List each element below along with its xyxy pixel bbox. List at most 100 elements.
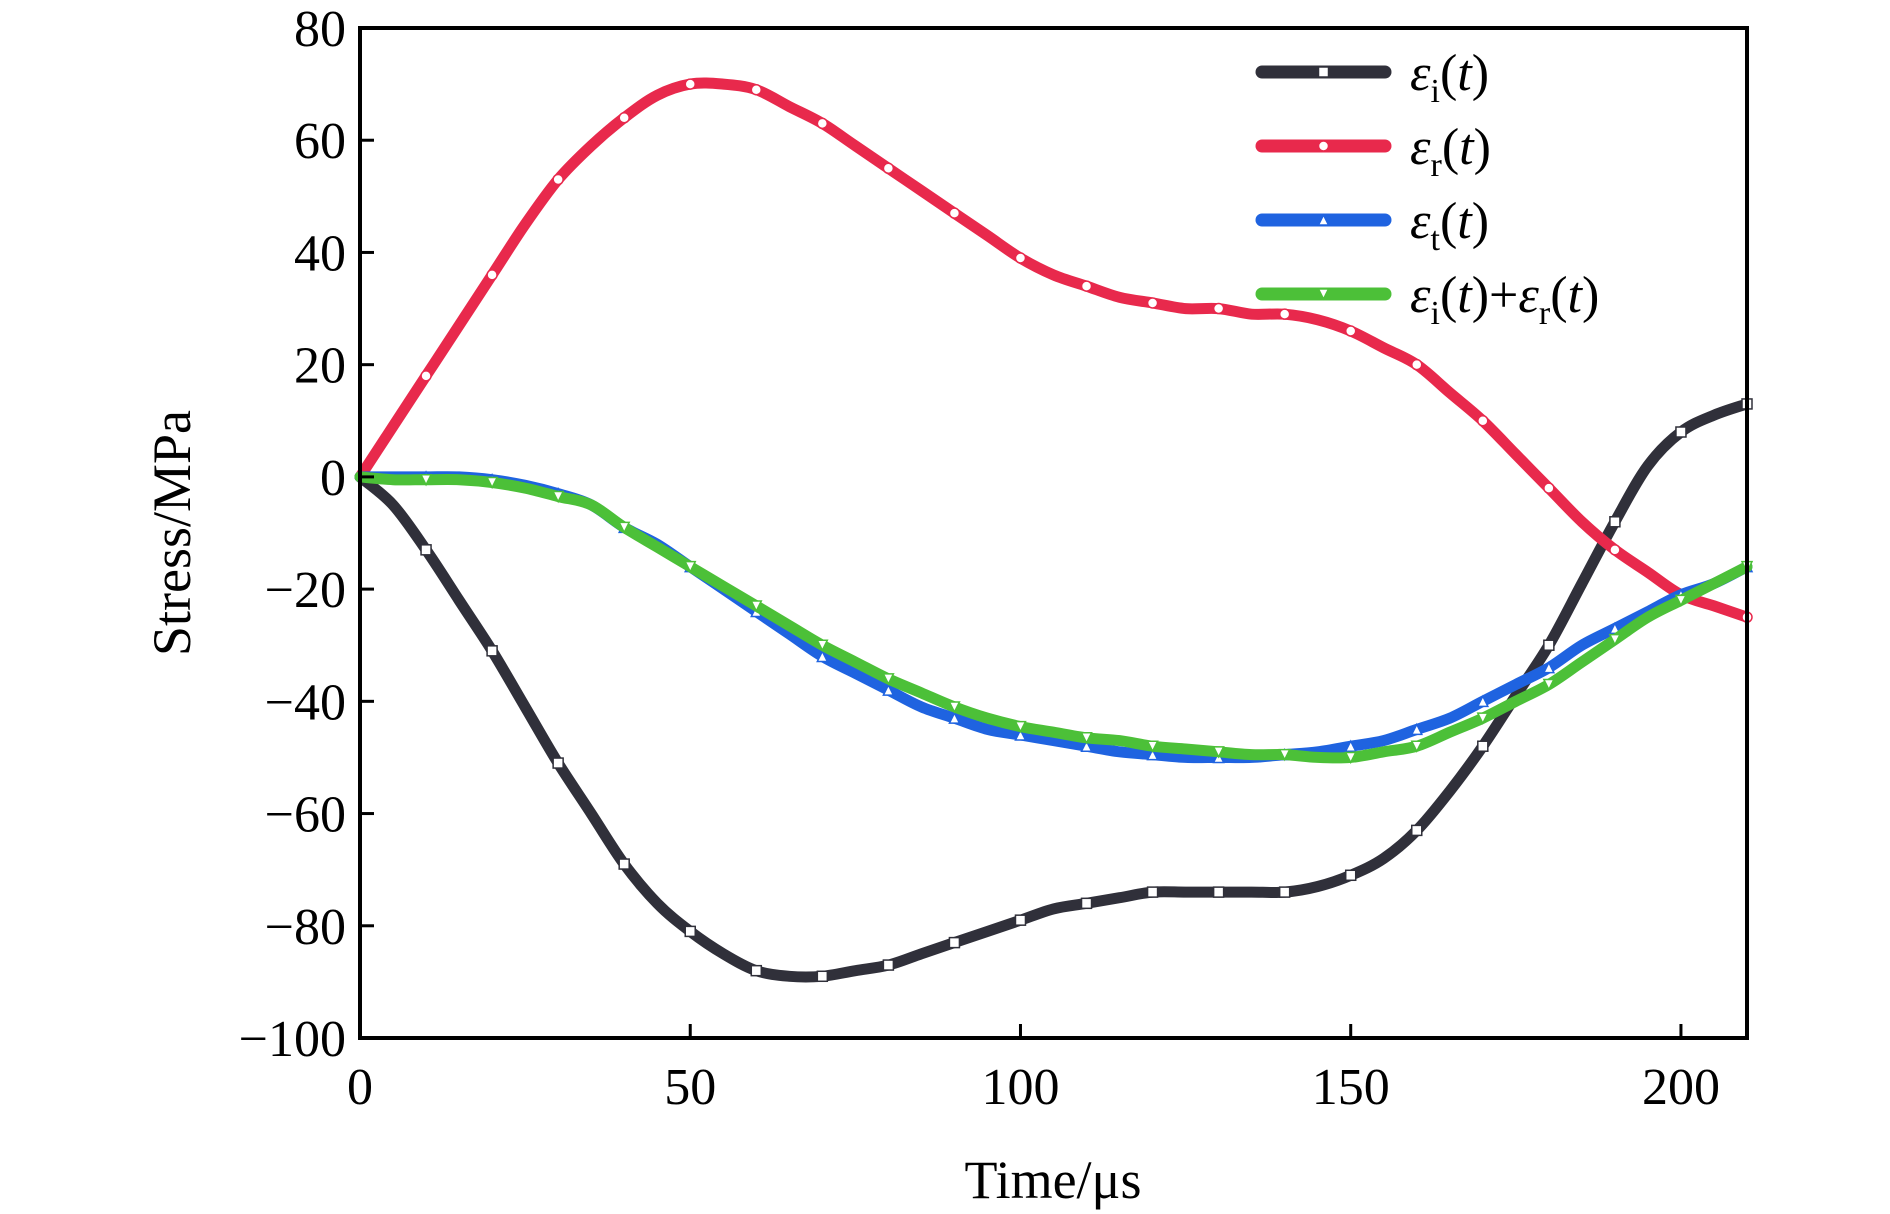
series-point-et: [1476, 694, 1490, 708]
legend-label-et: εt​(t): [1410, 193, 1489, 258]
series-point-er: [1212, 302, 1225, 315]
series-point-er: [1477, 415, 1489, 427]
series-point-sum: [1608, 633, 1622, 647]
series-point-sum: [1410, 740, 1423, 753]
x-tick-label: 50: [664, 1059, 716, 1116]
series-point-er: [816, 117, 829, 130]
series-line-sum: [354, 471, 1753, 764]
series-point-er: [1080, 280, 1093, 292]
series-point-sum: [882, 673, 895, 686]
series-point-er: [882, 162, 895, 175]
series-point-er: [618, 112, 630, 124]
series-point-ei: [1411, 824, 1423, 837]
series-point-ei: [1278, 886, 1291, 898]
legend-marker-er: [1317, 140, 1330, 152]
x-tick-label: 0: [347, 1059, 373, 1116]
series-point-sum: [1278, 748, 1291, 762]
legend-marker-ei: [1317, 66, 1330, 78]
series-point-er: [1543, 482, 1555, 494]
legend-label-er: εr​(t): [1410, 119, 1491, 184]
series-point-er: [1411, 358, 1423, 371]
series-point-er: [552, 173, 564, 186]
series-point-er: [1344, 325, 1357, 337]
series-point-sum: [617, 521, 631, 535]
series-point-er: [1278, 308, 1291, 320]
series-point-er: [1014, 252, 1027, 264]
series-point-et: [1014, 728, 1027, 741]
series-point-sum: [948, 701, 961, 714]
series-point-ei: [1344, 869, 1357, 882]
series-point-sum: [1146, 740, 1159, 753]
series-point-et: [1080, 739, 1093, 752]
series-point-ei: [1212, 886, 1225, 898]
series-point-et: [816, 649, 829, 663]
x-axis: 0 50 100 150 200: [347, 1024, 1720, 1116]
y-tick-label: 0: [320, 450, 346, 507]
series-point-ei: [1014, 914, 1027, 926]
y-tick-label: −20: [265, 562, 346, 619]
series-point-ei: [486, 645, 498, 657]
x-tick-label: 150: [1312, 1059, 1390, 1116]
series-point-er: [1609, 544, 1621, 556]
series-point-ei: [1675, 426, 1687, 438]
y-axis: 80 60 40 20 0 −20 −40 −60 −80 −100: [239, 1, 374, 1068]
legend-marker-et: [1317, 213, 1330, 226]
series-point-et: [1146, 747, 1159, 761]
series-point-er: [948, 207, 961, 219]
series-point-ei: [1146, 886, 1159, 898]
series-point-sum: [485, 476, 499, 490]
series-point-ei: [1080, 897, 1093, 910]
series-point-sum: [1212, 746, 1225, 759]
y-tick-label: 80: [294, 1, 346, 58]
series-point-ei: [1477, 740, 1489, 752]
series-point-er: [750, 83, 763, 96]
series-point-er: [420, 370, 432, 382]
x-tick-label: 200: [1642, 1059, 1720, 1116]
y-tick-label: −100: [239, 1011, 346, 1068]
series-point-sum: [1674, 594, 1688, 608]
series-point-sum: [750, 600, 763, 613]
y-tick-label: −40: [265, 674, 346, 731]
series-layer: [354, 77, 1754, 983]
y-axis-title: Stress/MPa: [142, 410, 202, 656]
series-point-sum: [684, 560, 697, 574]
y-tick-label: 20: [294, 338, 346, 395]
series-line-er: [354, 77, 1753, 623]
series-point-ei: [816, 970, 829, 983]
series-point-er: [1146, 297, 1159, 309]
series-point-ei: [684, 925, 696, 938]
series-point-ei: [948, 936, 961, 949]
x-axis-title: Time/μs: [964, 1150, 1141, 1210]
series-point-et: [1344, 739, 1357, 752]
series-line-ei: [354, 398, 1753, 983]
series-point-et: [882, 683, 895, 696]
x-tick-label: 100: [981, 1059, 1059, 1116]
y-tick-label: 60: [294, 113, 346, 170]
y-tick-label: 40: [294, 225, 346, 282]
series-point-ei: [420, 544, 432, 556]
series-point-ei: [552, 757, 564, 769]
y-tick-label: −80: [265, 899, 346, 956]
series-point-et: [1410, 722, 1423, 736]
series-point-sum: [1080, 732, 1093, 745]
series-point-et: [1542, 660, 1556, 674]
series-point-ei: [750, 964, 763, 977]
legend-marker-sum: [1317, 288, 1330, 301]
series-point-er: [486, 269, 498, 281]
series-point-er: [684, 78, 696, 90]
series-point-ei: [1543, 639, 1555, 651]
plot-frame: [358, 26, 1749, 1040]
y-tick-label: −60: [265, 787, 346, 844]
legend-label-sum: εi​(t)+εr​(t): [1410, 267, 1599, 332]
series-point-ei: [1609, 516, 1621, 528]
series-point-et: [948, 711, 961, 724]
series-point-sum: [1014, 720, 1027, 734]
series-point-ei: [618, 858, 630, 870]
series-point-sum: [1476, 712, 1490, 725]
series-point-sum: [419, 473, 433, 487]
series-point-ei: [882, 959, 895, 971]
series-point-sum: [1542, 678, 1556, 692]
series-point-sum: [551, 490, 565, 504]
series-point-sum: [816, 639, 829, 652]
